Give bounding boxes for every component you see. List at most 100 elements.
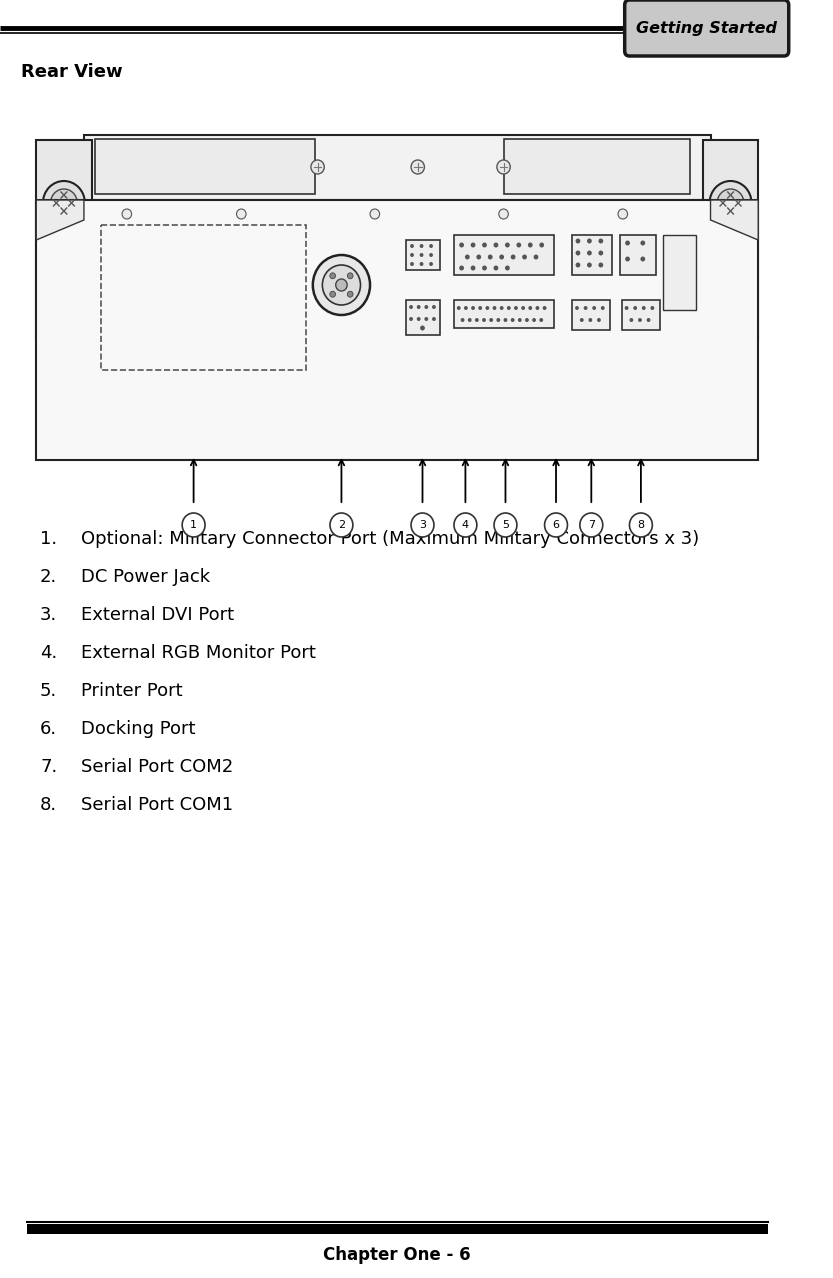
Circle shape	[454, 512, 476, 537]
Circle shape	[584, 305, 587, 311]
Circle shape	[416, 305, 421, 309]
Circle shape	[459, 266, 464, 271]
Circle shape	[651, 305, 654, 311]
Text: 6: 6	[552, 520, 560, 530]
Bar	[37, 141, 92, 340]
Circle shape	[580, 512, 603, 537]
Circle shape	[576, 250, 581, 256]
Circle shape	[424, 317, 428, 321]
Bar	[95, 139, 315, 194]
Circle shape	[416, 317, 421, 321]
Circle shape	[638, 318, 642, 322]
Text: 1: 1	[190, 520, 197, 530]
Bar	[663, 235, 696, 311]
Bar	[504, 139, 690, 194]
Circle shape	[499, 254, 504, 259]
Bar	[407, 240, 440, 270]
Circle shape	[471, 243, 476, 248]
Circle shape	[625, 257, 630, 262]
Circle shape	[409, 317, 413, 321]
Circle shape	[468, 318, 471, 322]
Text: External DVI Port: External DVI Port	[81, 606, 234, 624]
Circle shape	[539, 318, 543, 322]
Circle shape	[504, 318, 507, 322]
Circle shape	[587, 239, 591, 244]
Text: 5: 5	[502, 520, 509, 530]
Bar	[572, 300, 611, 330]
Text: 8: 8	[637, 520, 645, 530]
Circle shape	[330, 291, 336, 298]
Circle shape	[424, 305, 428, 309]
Text: 8.: 8.	[40, 796, 57, 814]
Circle shape	[528, 305, 532, 311]
Circle shape	[518, 318, 521, 322]
Circle shape	[521, 305, 525, 311]
Circle shape	[330, 272, 336, 279]
Circle shape	[545, 512, 567, 537]
Circle shape	[475, 318, 479, 322]
Text: 2.: 2.	[40, 567, 57, 587]
Circle shape	[641, 240, 646, 245]
Circle shape	[493, 243, 498, 248]
Circle shape	[322, 265, 361, 305]
Circle shape	[411, 160, 424, 174]
Circle shape	[459, 243, 464, 248]
Circle shape	[420, 262, 423, 266]
Text: Rear View: Rear View	[21, 63, 122, 81]
Text: 2: 2	[338, 520, 345, 530]
Bar	[572, 235, 612, 275]
Circle shape	[625, 305, 629, 311]
Text: 3.: 3.	[40, 606, 57, 624]
Circle shape	[539, 243, 544, 248]
Circle shape	[420, 326, 425, 331]
Circle shape	[525, 318, 529, 322]
Polygon shape	[37, 199, 84, 240]
Circle shape	[456, 305, 461, 311]
Circle shape	[482, 243, 486, 248]
Bar	[454, 300, 554, 328]
Circle shape	[432, 317, 436, 321]
Circle shape	[494, 512, 517, 537]
Circle shape	[601, 305, 605, 311]
Circle shape	[505, 266, 510, 271]
Circle shape	[482, 318, 486, 322]
Text: Docking Port: Docking Port	[81, 720, 196, 737]
Circle shape	[710, 181, 751, 225]
Bar	[84, 135, 711, 199]
Circle shape	[465, 254, 470, 259]
Text: 7.: 7.	[40, 758, 57, 776]
Circle shape	[347, 291, 353, 298]
Circle shape	[496, 318, 501, 322]
Text: DC Power Jack: DC Power Jack	[81, 567, 210, 587]
Circle shape	[237, 210, 246, 219]
Circle shape	[507, 305, 511, 311]
Circle shape	[598, 239, 603, 244]
Circle shape	[411, 512, 434, 537]
Circle shape	[646, 318, 651, 322]
Circle shape	[511, 254, 516, 259]
Circle shape	[429, 244, 433, 248]
Circle shape	[429, 253, 433, 257]
Bar	[101, 225, 307, 371]
Circle shape	[182, 512, 205, 537]
Circle shape	[542, 305, 546, 311]
Circle shape	[499, 210, 508, 219]
Circle shape	[592, 305, 596, 311]
Circle shape	[410, 253, 414, 257]
Circle shape	[576, 262, 581, 267]
Circle shape	[492, 305, 496, 311]
Circle shape	[576, 239, 581, 244]
Circle shape	[641, 257, 646, 262]
Circle shape	[497, 160, 511, 174]
Text: Optional: Military Connector Port (Maximum Military Connectors x 3): Optional: Military Connector Port (Maxim…	[81, 530, 700, 548]
Circle shape	[336, 279, 347, 291]
Circle shape	[630, 512, 652, 537]
Circle shape	[580, 318, 584, 322]
Circle shape	[534, 254, 538, 259]
Text: 6.: 6.	[40, 720, 57, 737]
Circle shape	[330, 512, 353, 537]
Circle shape	[511, 318, 515, 322]
Text: Serial Port COM2: Serial Port COM2	[81, 758, 233, 776]
Circle shape	[471, 305, 475, 311]
Circle shape	[618, 210, 627, 219]
